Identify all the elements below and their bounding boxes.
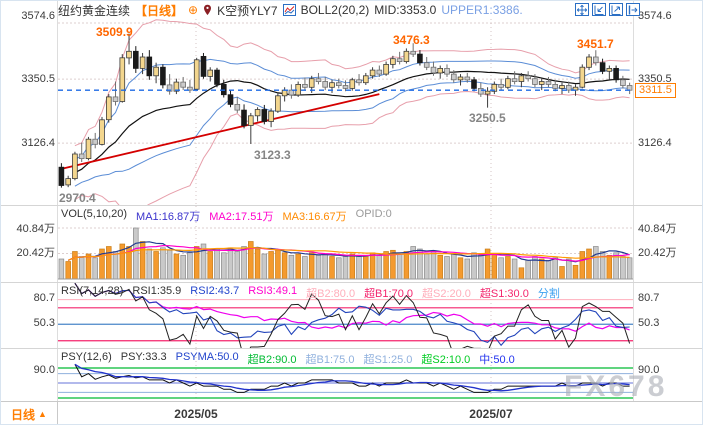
period-selector[interactable]: 日线 ▲ xyxy=(1,402,58,424)
volume-legend: VOL(5,10,20) MA1:16.87万 MA2:17.51万 MA3:16.6… xyxy=(61,208,392,224)
price-axis-label: 3350.5 xyxy=(638,73,672,85)
period-selector-label: 日线 xyxy=(11,407,36,422)
circle-plus-icon[interactable]: ⊕ xyxy=(188,3,199,17)
pin-icon[interactable] xyxy=(203,4,212,16)
price-annotation: 3451.7 xyxy=(577,37,614,51)
rsi-axis-label: 80.7 xyxy=(33,292,55,304)
panel-separator xyxy=(1,205,702,206)
legend-item: 超S1:30.0 xyxy=(479,288,529,300)
move-chart-icon[interactable] xyxy=(575,3,589,16)
price-annotation: 3509.9 xyxy=(96,25,133,39)
psy-panel[interactable] xyxy=(58,349,633,401)
volume-panel[interactable] xyxy=(58,206,633,283)
legend-item: 超B2:90.0 xyxy=(247,354,297,366)
symbol-name: 纽约黄金连续 xyxy=(58,3,131,18)
volume-axis-label: 20.42万 xyxy=(16,247,55,259)
boll-label: BOLL2(20,2) xyxy=(300,3,370,17)
legend-item: 超B1:75.0 xyxy=(305,354,355,366)
panel-separator xyxy=(1,348,702,349)
chart-header: 纽约黄金连续 【日线】 ⊕ K空预YLY7 BOLL2(20,2) MID:33… xyxy=(58,2,523,18)
dropdown-arrow-icon: ▲ xyxy=(38,409,47,419)
shift-right-icon[interactable] xyxy=(626,3,640,16)
price-axis-label: 3126.4 xyxy=(21,137,55,149)
study-name: K空预YLY7 xyxy=(217,3,278,18)
watermark: FX678 xyxy=(564,370,668,403)
psy-legend: PSY(12,6) PSY:33.3 PSYMA:50.0 超B2:90.0 超B1:7… xyxy=(61,351,515,367)
legend-item: PSY:33.3 xyxy=(120,351,167,363)
price-axis-label: 3126.4 xyxy=(638,137,672,149)
price-annotation: 3123.3 xyxy=(254,148,291,162)
period-tag[interactable]: 【日线】 xyxy=(135,3,184,18)
axis-border xyxy=(57,1,58,401)
legend-item: MA1:16.87万 xyxy=(136,211,201,223)
legend-item: RSI3:49.1 xyxy=(248,285,298,297)
rsi-axis-label: 50.3 xyxy=(33,317,55,329)
price-annotation: 3250.5 xyxy=(469,111,506,125)
compress-x-icon[interactable] xyxy=(592,3,606,16)
price-annotation: 3476.3 xyxy=(393,33,430,47)
legend-item: 超S2:10.0 xyxy=(421,354,471,366)
main-chart-panel[interactable] xyxy=(58,19,633,213)
time-axis-bar: 日线 ▲ 2025/05 2025/07 xyxy=(1,401,702,424)
legend-item: MA2:17.51万 xyxy=(209,211,274,223)
volume-axis-label: 20.42万 xyxy=(638,247,677,259)
legend-item: MA3:16.67万 xyxy=(282,211,347,223)
chart-toolbar xyxy=(575,3,640,16)
volume-axis-label: 40.84万 xyxy=(16,223,55,235)
legend-item: 超B2:80.0 xyxy=(306,288,356,300)
rsi-axis-label: 50.3 xyxy=(638,317,660,329)
volume-axis-label: 40.84万 xyxy=(638,223,677,235)
rsi-axis-label: 80.7 xyxy=(638,292,660,304)
legend-item: VOL(5,10,20) xyxy=(61,208,128,220)
date-axis-label: 2025/07 xyxy=(469,407,513,421)
psy-axis-label: 90.0 xyxy=(33,364,55,376)
legend-item: 超S1:25.0 xyxy=(363,354,413,366)
boll-mid-value: MID:3353.0 xyxy=(374,3,437,17)
price-annotation: 2970.4 xyxy=(59,191,96,205)
expand-x-icon[interactable] xyxy=(609,3,623,16)
legend-item: RSI1:35.9 xyxy=(132,285,182,297)
last-price-tag: 3311.5 xyxy=(635,83,676,98)
legend-item: 中:50.0 xyxy=(479,354,515,366)
price-axis-label: 3574.6 xyxy=(638,10,672,22)
legend-item: PSYMA:50.0 xyxy=(175,351,239,363)
legend-item: 超B1:70.0 xyxy=(364,288,413,300)
axis-border xyxy=(633,1,634,401)
legend-item: RSI(7,14,28) xyxy=(61,285,124,297)
legend-item: OPID:0 xyxy=(355,208,392,220)
legend-item: 超S2:20.0 xyxy=(421,288,471,300)
psy-axis-label: 90.0 xyxy=(638,364,660,376)
chart-type-icon[interactable] xyxy=(282,4,296,16)
price-axis-label: 3574.6 xyxy=(21,10,55,22)
legend-item: 分割 xyxy=(537,288,560,300)
legend-item: RSI2:43.7 xyxy=(190,285,240,297)
boll-upper-value: UPPER1:3386. xyxy=(441,3,523,17)
price-axis-label: 3350.5 xyxy=(21,73,55,85)
rsi-legend: RSI(7,14,28) RSI1:35.9 RSI2:43.7 RSI3:49.1 超… xyxy=(61,285,560,301)
legend-item: PSY(12,6) xyxy=(61,351,112,363)
date-axis-label: 2025/05 xyxy=(174,407,218,421)
panel-separator xyxy=(1,282,702,283)
